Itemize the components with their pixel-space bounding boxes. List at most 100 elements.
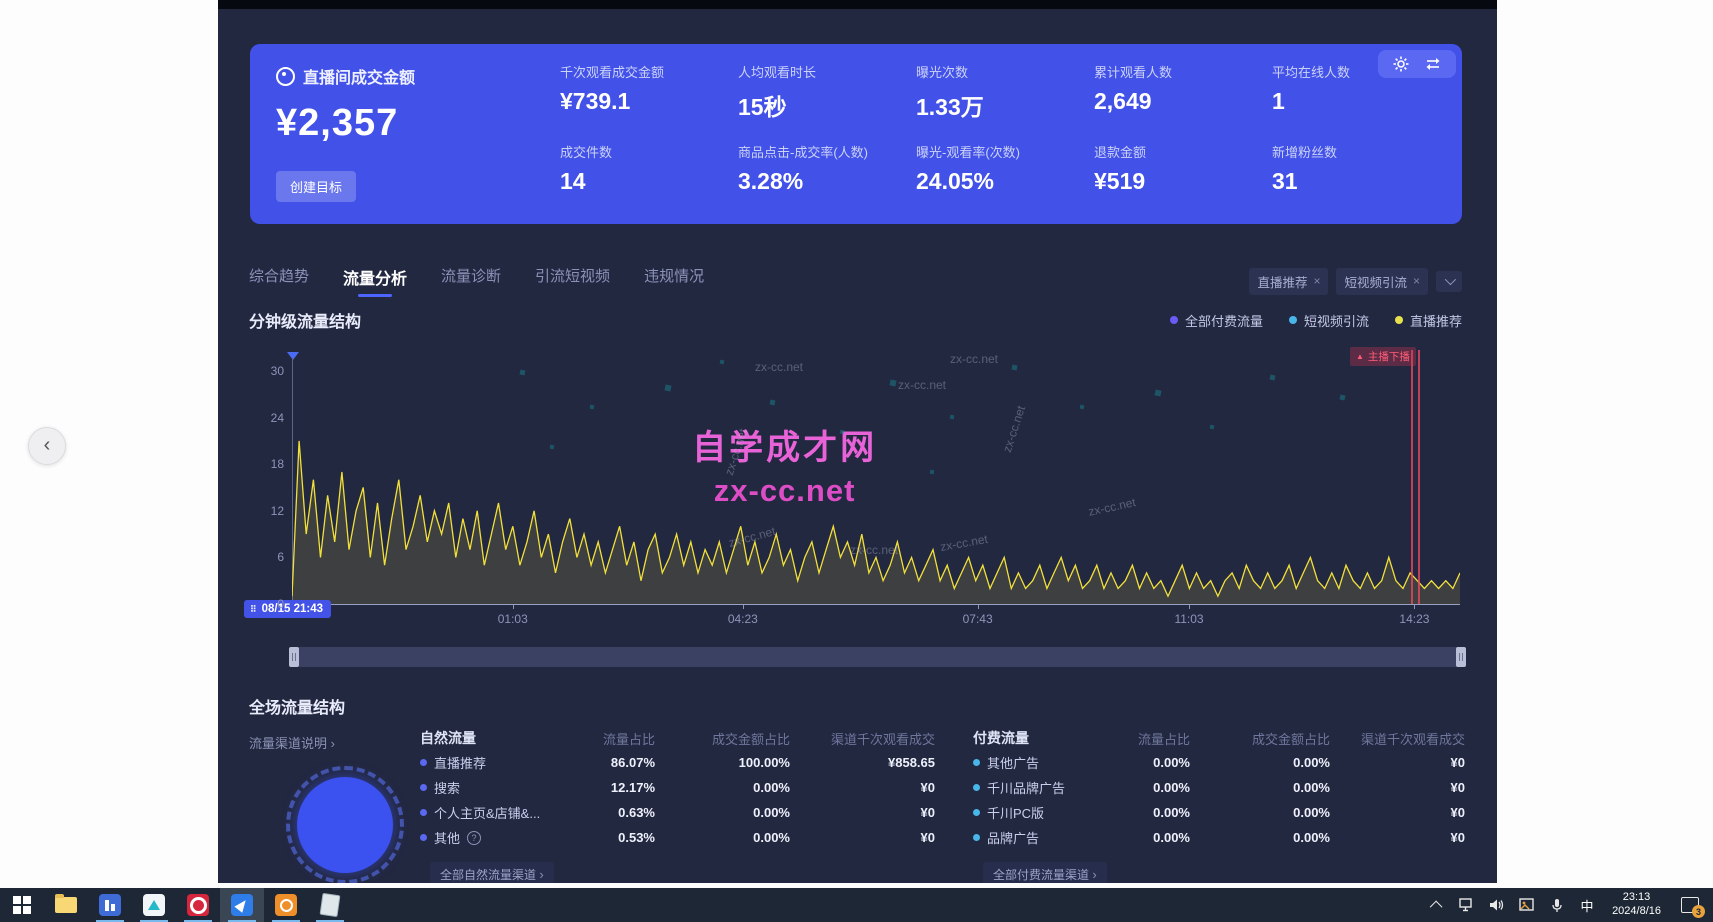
warning-icon: ▲ — [1356, 352, 1364, 361]
ime-indicator[interactable]: 中 — [1580, 898, 1594, 914]
table-header-row: 自然流量 流量占比 成交金额占比 渠道千次观看成交 — [420, 726, 935, 750]
x-tick-label: 11:03 — [1174, 612, 1204, 626]
banner-metric: 商品点击-成交率(人数) 3.28% — [738, 142, 916, 195]
range-handle-left[interactable] — [289, 647, 299, 667]
previous-button[interactable]: ‹ — [28, 427, 66, 465]
primary-metric-value: ¥2,357 — [276, 102, 399, 144]
legend-label: 直播推荐 — [1409, 313, 1462, 329]
noise-speck — [1011, 364, 1018, 371]
taskbar-date: 2024/8/16 — [1612, 905, 1661, 917]
column-header: 流量占比 — [602, 731, 655, 747]
tab-bar: 综合趋势 流量分析 流量诊断 引流短视频 违规情况 — [249, 265, 704, 297]
create-goal-button[interactable]: 创建目标 — [276, 171, 357, 202]
filter-chips: 直播推荐 × 短视频引流 × — [1249, 267, 1462, 295]
chart-range-slider[interactable] — [289, 647, 1466, 667]
channel-dot — [973, 784, 980, 791]
all-paid-channels-link[interactable]: 全部付费流量渠道 › — [983, 862, 1107, 883]
table-row: 直播推荐 86.07% 100.00% ¥858.65 — [420, 750, 935, 775]
column-header: 渠道千次观看成交 — [1360, 731, 1465, 747]
x-tick-mark — [1189, 605, 1191, 609]
notification-badge: 3 — [1692, 905, 1705, 918]
channel-name: 搜索 — [420, 778, 590, 797]
banner-metric: 新增粉丝数 31 — [1272, 142, 1450, 195]
app-button-orange[interactable] — [264, 888, 308, 922]
tab-5[interactable]: 违规情况 — [644, 268, 705, 285]
window-top-strip — [218, 0, 1497, 9]
cell-value: 0.00% — [1153, 805, 1190, 820]
cell-value: 0.00% — [1153, 830, 1190, 845]
legend-item[interactable]: 直播推荐 — [1394, 311, 1462, 330]
cell-value: ¥0 — [1450, 805, 1465, 820]
taskbar-clock[interactable]: 23:13 2024/8/16 — [1604, 891, 1669, 919]
info-icon[interactable]: ? — [467, 830, 482, 845]
cell-value: 0.00% — [753, 830, 790, 845]
app-button-notepad[interactable] — [308, 888, 352, 922]
metrics-banner: 直播间成交金额 ¥2,357 创建目标 千次观看成交金额 ¥739.1 人均观看时长… — [250, 44, 1462, 224]
snip-tool-icon[interactable] — [1514, 888, 1540, 922]
channel-dot — [420, 809, 427, 816]
start-button[interactable] — [0, 888, 44, 922]
metric-label: 平均在线人数 — [1272, 65, 1351, 80]
overall-section-title: 全场流量结构 — [249, 700, 346, 717]
cell-value: 86.07% — [610, 755, 655, 770]
gear-icon[interactable] — [1393, 56, 1409, 72]
metric-value: 1 — [1272, 88, 1285, 114]
y-tick-label: 0 — [277, 597, 284, 611]
tab-2[interactable]: 流量分析 — [343, 265, 407, 297]
range-handle-right[interactable] — [1456, 647, 1466, 667]
x-tick-mark — [742, 605, 744, 609]
app-button-red[interactable] — [176, 888, 220, 922]
app-button-blue[interactable] — [88, 888, 132, 922]
active-browser-button[interactable] — [220, 888, 264, 922]
tab-4[interactable]: 引流短视频 — [535, 268, 611, 285]
x-tick-label: 04:23 — [727, 612, 758, 626]
channel-name: 其他? — [420, 828, 590, 847]
volume-icon[interactable] — [1484, 888, 1510, 922]
filter-dropdown-button[interactable] — [1436, 270, 1462, 292]
banner-metric: 曝光次数 1.33万 — [916, 62, 1094, 122]
microphone-icon[interactable] — [1544, 888, 1570, 922]
channel-explain-link[interactable]: 流量渠道说明 › — [249, 736, 335, 751]
channel-name: 个人主页&店铺&... — [420, 803, 590, 822]
metric-value: 14 — [560, 168, 586, 194]
file-explorer-button[interactable] — [44, 888, 88, 922]
filter-chip[interactable]: 短视频引流 × — [1336, 267, 1428, 295]
remove-chip-icon[interactable]: × — [1313, 274, 1321, 288]
column-header: 渠道千次观看成交 — [830, 731, 935, 747]
banner-metric: 成交件数 14 — [560, 142, 738, 195]
channel-name: 千川PC版 — [973, 803, 1123, 822]
tab-1[interactable]: 综合趋势 — [249, 268, 310, 285]
app-button-teal[interactable] — [132, 888, 176, 922]
legend-item[interactable]: 全部付费流量 — [1169, 311, 1263, 330]
column-header: 流量占比 — [1137, 731, 1190, 747]
primary-metric-label: 直播间成交金额 — [303, 70, 416, 87]
metric-value: 3.28% — [738, 168, 804, 194]
banner-tools — [1378, 50, 1456, 78]
tab-3[interactable]: 流量诊断 — [441, 268, 502, 285]
cell-value: ¥0 — [1450, 780, 1465, 795]
filter-chip[interactable]: 直播推荐 × — [1249, 267, 1329, 295]
network-icon[interactable] — [1454, 888, 1480, 922]
brush-start-badge[interactable]: ⠿ 08/15 21:43 — [244, 600, 331, 618]
remove-chip-icon[interactable]: × — [1412, 274, 1420, 288]
tabs-row: 综合趋势 流量分析 流量诊断 引流短视频 违规情况 直播推荐 × 短视频引流 × — [249, 262, 1462, 300]
x-tick-mark — [512, 605, 514, 609]
stream-end-label: 主播下播 — [1367, 351, 1410, 363]
swap-icon[interactable] — [1425, 56, 1441, 72]
windows-taskbar: 中 23:13 2024/8/16 3 — [0, 888, 1713, 922]
metric-value: 24.05% — [916, 168, 995, 194]
legend-dot — [1394, 316, 1403, 324]
legend-item[interactable]: 短视频引流 — [1288, 311, 1369, 330]
minute-flow-chart[interactable]: ⠿ 08/15 21:43 自学成才网 zx-cc.net 30 24 18 12 6 0… — [244, 347, 1465, 640]
noise-speck — [519, 369, 526, 376]
legend-label: 短视频引流 — [1303, 313, 1369, 329]
banner-metric: 退款金额 ¥519 — [1094, 142, 1272, 195]
notification-center-button[interactable]: 3 — [1673, 888, 1707, 922]
windows-logo-icon — [13, 896, 31, 914]
metric-value: 1.33万 — [916, 94, 984, 120]
channel-dot — [420, 759, 427, 766]
all-natural-channels-link[interactable]: 全部自然流量渠道 › — [430, 862, 554, 883]
stream-end-line — [1411, 350, 1413, 604]
tray-expand-button[interactable] — [1424, 888, 1450, 922]
dashboard-window: 直播间成交金额 ¥2,357 创建目标 千次观看成交金额 ¥739.1 人均观看时长… — [218, 0, 1497, 883]
